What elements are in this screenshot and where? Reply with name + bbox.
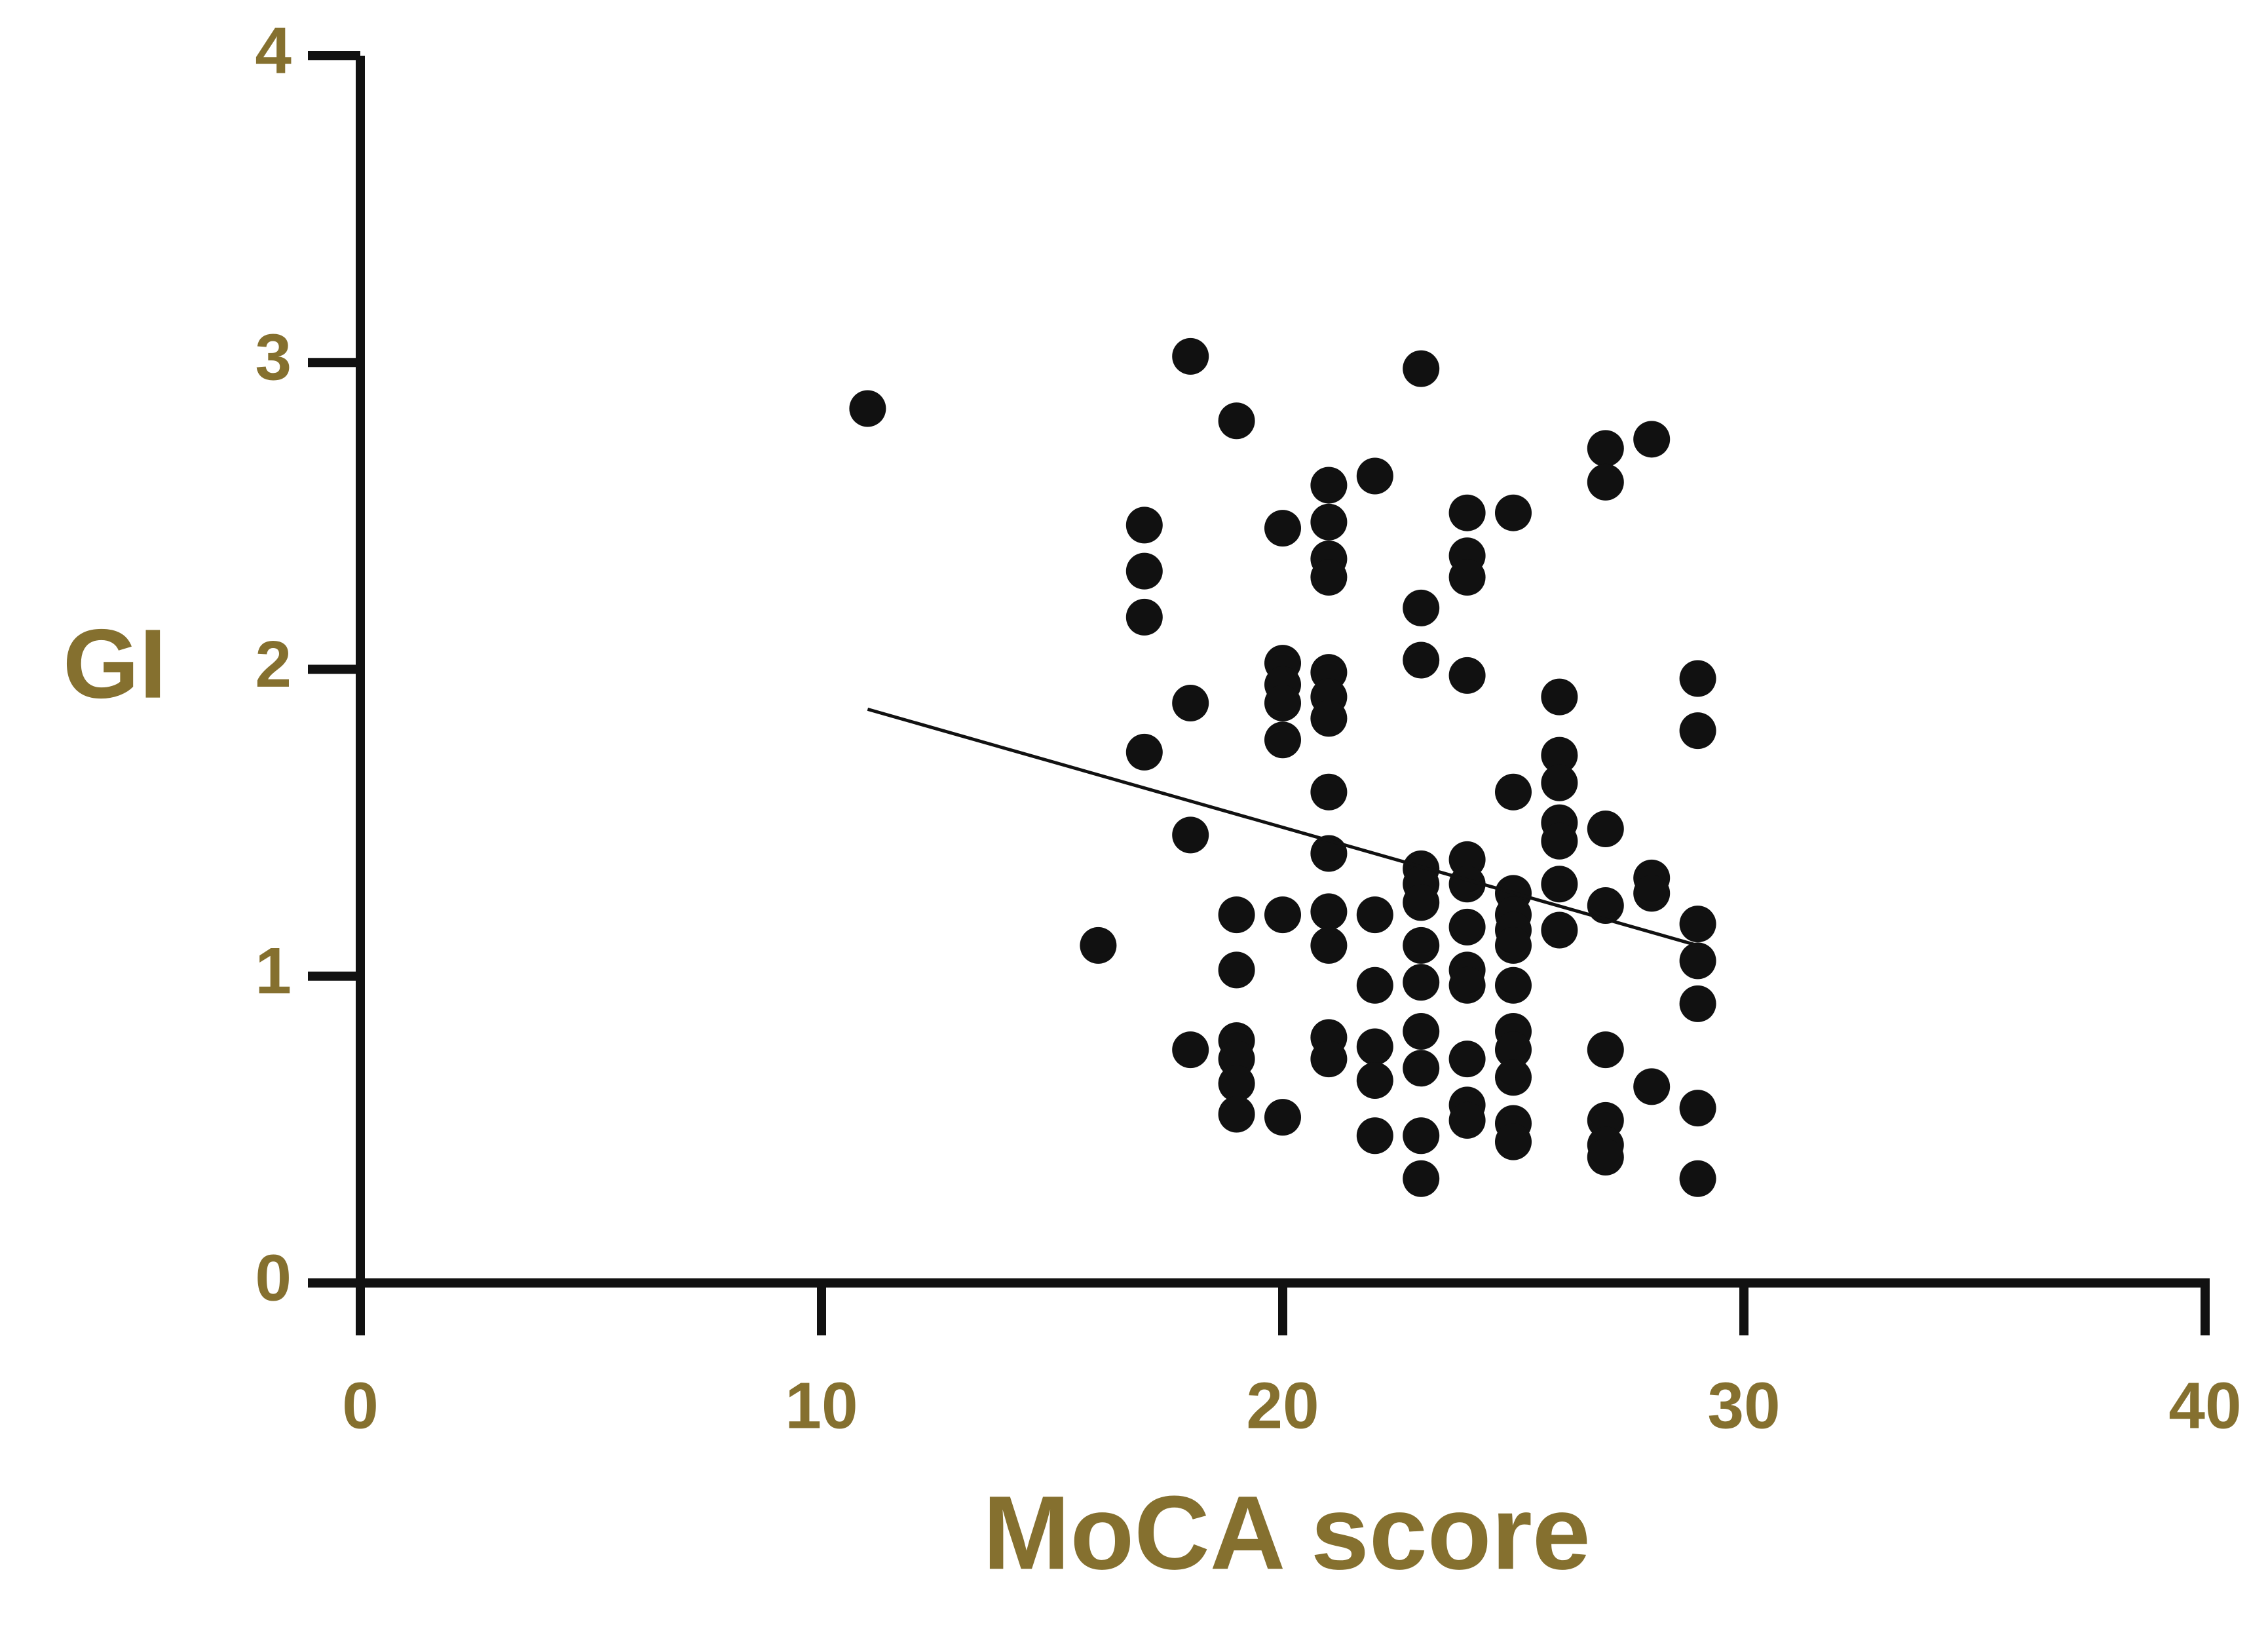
data-point: [1495, 1123, 1532, 1160]
data-point: [1310, 927, 1348, 964]
y-tick-label: 2: [255, 628, 292, 701]
data-point: [1264, 896, 1301, 934]
data-point: [849, 390, 886, 427]
x-tick-label: 0: [342, 1369, 379, 1442]
data-point: [1495, 966, 1532, 1004]
data-point: [1218, 1065, 1255, 1102]
x-axis-title: MoCA score: [983, 1474, 1591, 1591]
data-point: [1264, 1099, 1301, 1136]
data-point: [1679, 660, 1716, 697]
data-points: [849, 337, 1716, 1197]
data-point: [1679, 712, 1716, 750]
data-point: [1403, 1117, 1440, 1155]
data-point: [1403, 641, 1440, 679]
y-tick-label: 3: [255, 321, 292, 394]
data-point: [1448, 866, 1486, 903]
data-point: [1633, 1068, 1671, 1105]
data-point: [1172, 337, 1209, 375]
data-point: [1125, 733, 1163, 771]
data-point: [1587, 430, 1624, 467]
data-point: [1679, 906, 1716, 943]
y-axis-title: GI: [63, 609, 166, 719]
data-point: [1495, 1059, 1532, 1096]
data-point: [1541, 736, 1578, 774]
data-point: [1264, 510, 1301, 547]
data-point: [1495, 927, 1532, 964]
data-point: [1125, 507, 1163, 544]
data-point: [1448, 1101, 1486, 1139]
data-point: [1218, 896, 1255, 934]
data-point: [1264, 721, 1301, 759]
data-point: [1448, 1041, 1486, 1078]
data-point: [1541, 822, 1578, 860]
data-point: [1264, 685, 1301, 722]
data-point: [1403, 884, 1440, 921]
data-point: [1541, 678, 1578, 716]
data-point: [1356, 457, 1393, 495]
data-point: [1218, 951, 1255, 989]
data-point: [1633, 421, 1671, 458]
data-point: [1495, 773, 1532, 811]
x-tick-label: 40: [2168, 1369, 2241, 1442]
data-point: [1403, 350, 1440, 387]
data-point: [1587, 887, 1624, 925]
y-tick-label: 1: [255, 934, 292, 1008]
data-point: [1587, 463, 1624, 501]
data-point: [1172, 816, 1209, 854]
data-point: [1448, 657, 1486, 694]
data-point: [1587, 810, 1624, 847]
x-tick-label: 20: [1246, 1369, 1319, 1442]
x-tick-label: 10: [785, 1369, 858, 1442]
data-point: [1080, 927, 1117, 964]
data-point: [1356, 966, 1393, 1004]
data-point: [1310, 700, 1348, 737]
data-point: [1403, 927, 1440, 964]
data-point: [1172, 685, 1209, 722]
data-point: [1310, 893, 1348, 930]
data-point: [1448, 908, 1486, 946]
data-point: [1310, 773, 1348, 811]
data-point: [1356, 896, 1393, 934]
data-point: [1495, 494, 1532, 531]
data-point: [1356, 1117, 1393, 1155]
data-point: [1403, 964, 1440, 1001]
data-point: [1679, 942, 1716, 980]
data-point: [1125, 598, 1163, 636]
data-point: [1448, 966, 1486, 1004]
data-point: [1125, 552, 1163, 590]
data-point: [1495, 1031, 1532, 1069]
data-point: [1310, 559, 1348, 596]
data-point: [1403, 1050, 1440, 1087]
y-tick-label: 0: [255, 1241, 292, 1314]
data-point: [1587, 1031, 1624, 1069]
data-point: [1218, 1096, 1255, 1133]
data-point: [1541, 764, 1578, 801]
data-point: [1172, 1031, 1209, 1069]
data-point: [1310, 467, 1348, 504]
trend-line: [867, 707, 1699, 947]
data-point: [1356, 1061, 1393, 1099]
y-tick-label: 4: [255, 14, 292, 87]
data-point: [1448, 494, 1486, 531]
data-point: [1403, 1160, 1440, 1197]
data-point: [1679, 1160, 1716, 1197]
data-point: [1541, 866, 1578, 903]
x-tick-label: 30: [1707, 1369, 1780, 1442]
data-point: [1356, 1028, 1393, 1065]
data-point: [1218, 402, 1255, 440]
data-point: [1403, 1013, 1440, 1050]
data-point: [1679, 985, 1716, 1022]
data-point: [1679, 1090, 1716, 1127]
data-point: [1403, 589, 1440, 626]
data-point: [1448, 559, 1486, 596]
data-point: [1633, 875, 1671, 912]
data-point: [1310, 503, 1348, 541]
data-point: [1310, 1041, 1348, 1078]
data-point: [1541, 911, 1578, 949]
data-point: [1587, 1139, 1624, 1176]
